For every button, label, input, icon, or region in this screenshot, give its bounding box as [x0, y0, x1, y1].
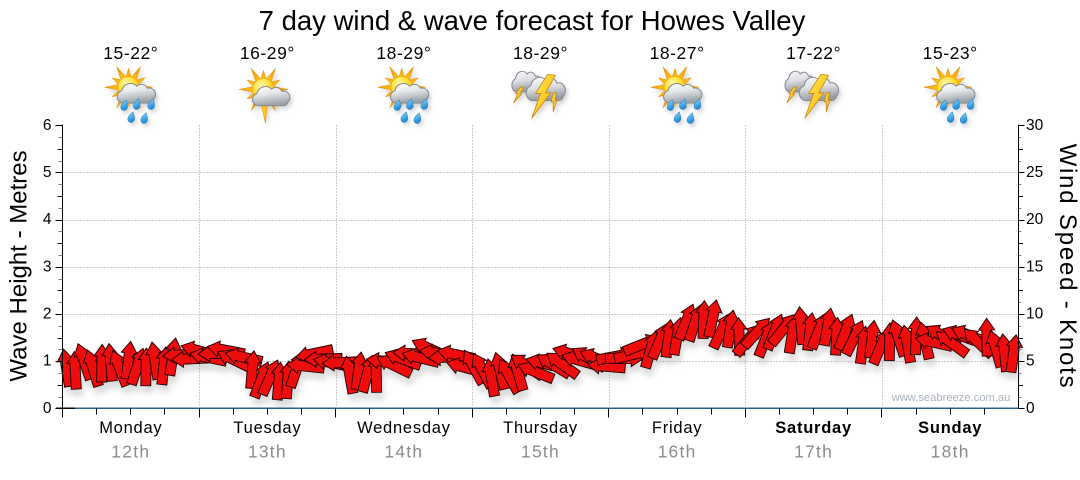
svg-text:18th: 18th — [931, 442, 970, 462]
svg-text:Monday: Monday — [99, 419, 162, 437]
svg-text:25: 25 — [1026, 164, 1043, 181]
svg-text:Saturday: Saturday — [775, 419, 852, 437]
svg-text:Thursday: Thursday — [503, 419, 578, 437]
svg-text:18-29°: 18-29° — [513, 43, 568, 63]
svg-text:17-22°: 17-22° — [786, 43, 841, 63]
svg-text:0: 0 — [1026, 400, 1035, 417]
svg-text:2: 2 — [43, 306, 52, 323]
svg-text:Friday: Friday — [652, 419, 702, 437]
svg-text:Wind Speed - Knots: Wind Speed - Knots — [1054, 144, 1080, 390]
svg-text:Wednesday: Wednesday — [357, 419, 451, 437]
svg-text:7 day wind & wave forecast for: 7 day wind & wave forecast for Howes Val… — [259, 5, 806, 36]
svg-text:15th: 15th — [521, 442, 560, 462]
svg-text:16th: 16th — [658, 442, 697, 462]
svg-text:17th: 17th — [794, 442, 833, 462]
svg-text:4: 4 — [43, 211, 52, 228]
svg-text:13th: 13th — [248, 442, 287, 462]
svg-text:12th: 12th — [111, 442, 150, 462]
svg-text:18-27°: 18-27° — [650, 43, 705, 63]
svg-text:www.seabreeze.com.au: www.seabreeze.com.au — [891, 392, 1011, 404]
svg-text:5: 5 — [1026, 353, 1035, 370]
svg-text:30: 30 — [1026, 117, 1044, 134]
svg-text:20: 20 — [1026, 211, 1044, 228]
svg-text:15-23°: 15-23° — [923, 43, 978, 63]
svg-text:Sunday: Sunday — [918, 419, 982, 437]
svg-text:18-29°: 18-29° — [376, 43, 431, 63]
svg-text:14th: 14th — [384, 442, 423, 462]
svg-text:16-29°: 16-29° — [240, 43, 295, 63]
svg-text:15: 15 — [1026, 258, 1043, 275]
svg-text:6: 6 — [43, 117, 52, 134]
svg-text:15-22°: 15-22° — [103, 43, 158, 63]
svg-text:0: 0 — [43, 400, 52, 417]
svg-text:Tuesday: Tuesday — [233, 419, 301, 437]
svg-text:1: 1 — [43, 353, 52, 370]
svg-text:3: 3 — [43, 258, 52, 275]
svg-text:10: 10 — [1026, 306, 1044, 323]
svg-text:5: 5 — [43, 164, 52, 181]
svg-text:Wave Height - Metres: Wave Height - Metres — [6, 150, 33, 381]
